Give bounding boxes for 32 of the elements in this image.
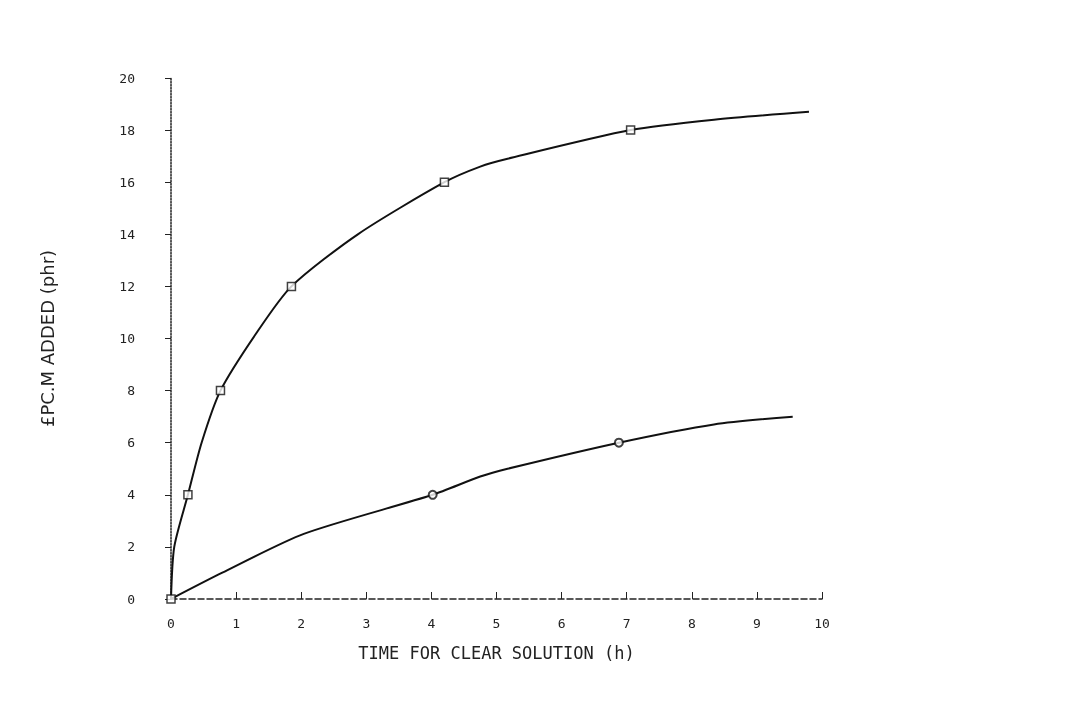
x-tick-label: 7 <box>622 616 631 631</box>
y-tick-label: 8 <box>127 383 135 399</box>
x-tick-label: 6 <box>557 616 566 631</box>
point <box>427 489 438 500</box>
x-tick-label: 10 <box>814 616 830 631</box>
y-tick-label: 6 <box>127 435 135 451</box>
point <box>286 281 297 292</box>
y-axis-title: £PC.M ADDED (phr) <box>36 249 58 428</box>
x-tick-label: 4 <box>427 616 436 631</box>
x-tick-label: 3 <box>362 616 371 631</box>
x-tick-label: 8 <box>687 616 696 631</box>
y-tick-label: 12 <box>119 278 135 294</box>
x-tick-label: 0 <box>167 616 175 631</box>
x-axis-title: TIME FOR CLEAR SOLUTION (h) <box>358 642 635 663</box>
x-tick-label: 1 <box>232 616 241 631</box>
point <box>439 177 450 187</box>
point <box>166 594 176 604</box>
y-tick-label: 2 <box>127 539 135 555</box>
point <box>183 490 193 500</box>
x-tick-label: 9 <box>752 616 761 631</box>
y-tick-label: 10 <box>119 331 135 346</box>
y-tick-label: 18 <box>119 122 135 138</box>
point <box>625 125 636 135</box>
x-tick-label: 2 <box>297 616 306 631</box>
y-tick-label: 14 <box>119 226 136 242</box>
point <box>215 385 226 396</box>
y-tick-label: 0 <box>127 591 135 607</box>
y-tick-label: 16 <box>119 174 135 190</box>
point <box>613 437 624 448</box>
x-tick-label: 5 <box>492 616 501 631</box>
y-tick-label: 20 <box>119 70 135 86</box>
y-tick-label: 4 <box>127 487 136 503</box>
